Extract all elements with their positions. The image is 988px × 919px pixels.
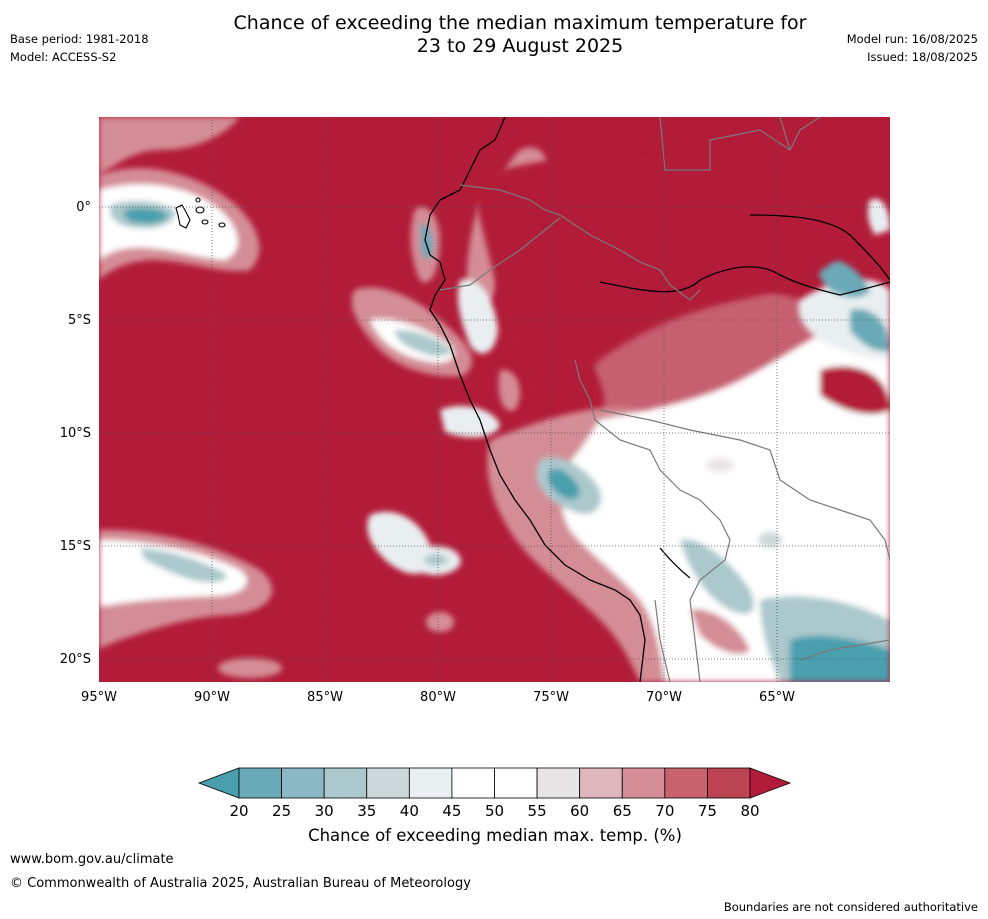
coastline-pacific [424,117,646,682]
lon-label: 70°W [646,690,682,705]
river-amazon [599,266,890,296]
colorbar-segment [281,767,325,799]
anomaly-blob [218,658,282,678]
map-title: Chance of exceeding the median maximum t… [170,12,870,58]
lon-label: 75°W [533,690,569,705]
river-amazon-north [749,214,890,281]
map-area [99,117,890,682]
lat-labels: 0° 5°S 10°S 15°S 20°S [60,200,91,667]
colorbar-tick-label: 40 [400,802,419,820]
colorbar-segment [323,767,368,799]
colorbar-tick-label: 50 [485,802,504,820]
lat-label: 15°S [60,539,91,554]
colorbar-segment [621,767,666,799]
colorbar-tick-label: 20 [229,802,248,820]
colorbar-extend-low [197,767,240,799]
colorbar-tick-label: 70 [655,802,674,820]
colorbar-tick-label: 75 [698,802,717,820]
lat-label: 0° [76,200,91,215]
meta-left: Base period: 1981-2018 Model: ACCESS-S2 [10,32,149,68]
base-period: Base period: 1981-2018 [10,32,149,46]
lon-label: 95°W [81,690,117,705]
colorbar-segment [707,767,751,799]
colorbar-segment [664,767,708,799]
lon-labels: 95°W 90°W 85°W 80°W 75°W 70°W 65°W [81,690,795,705]
colorbar-label: Chance of exceeding median max. temp. (%… [308,826,682,845]
lon-label: 90°W [194,690,230,705]
colorbar-tick-label: 45 [442,802,461,820]
title-line-2: 23 to 29 August 2025 [416,35,624,57]
colorbar-segment [366,767,410,799]
colorbar-tick-label: 60 [570,802,589,820]
model-name: Model: ACCESS-S2 [10,50,117,64]
anomaly-blob [426,612,454,632]
title-line-1: Chance of exceeding the median maximum t… [233,12,807,34]
colorbar-ticks: 20 25 30 35 40 45 50 55 60 65 70 75 80 [229,802,759,820]
colorbar-tick-label: 35 [357,802,376,820]
lon-label: 80°W [420,690,456,705]
colorbar-extend-high [749,767,792,799]
galapagos-islands [175,197,226,229]
southwest-anomaly [99,529,273,650]
colorbar-tick-label: 55 [528,802,547,820]
colorbar-tick-label: 65 [613,802,632,820]
lat-label: 10°S [60,426,91,441]
footer-note: Boundaries are not considered authoritat… [723,900,978,914]
footer-url: www.bom.gov.au/climate [10,852,174,867]
lon-label: 85°W [307,690,343,705]
meta-right: Model run: 16/08/2025 Issued: 18/08/2025 [847,32,978,68]
colorbar-segment [494,767,538,799]
anomaly-region [99,117,240,175]
lon-label: 65°W [759,690,795,705]
lat-label: 20°S [60,652,91,667]
offshore-anomaly [367,511,461,576]
lake-titicaca [659,547,691,579]
colorbar-segment [579,767,623,799]
national-borders [439,117,890,682]
interior-anomaly [487,198,890,682]
colorbar [197,767,792,799]
colorbar-segment [408,767,453,799]
colorbar-segment [536,767,581,799]
issued-date: Issued: 18/08/2025 [867,50,978,64]
colorbar-tick-label: 25 [272,802,291,820]
gridlines [99,117,890,682]
footer-copyright: © Commonwealth of Australia 2025, Austra… [10,876,471,891]
colorbar-tick-label: 80 [740,802,759,820]
model-run: Model run: 16/08/2025 [846,32,978,46]
colorbar-tick-label: 30 [315,802,334,820]
lat-label: 5°S [68,313,91,328]
colorbar-segment [238,767,282,799]
galapagos-anomaly [99,168,260,280]
colorbar-segment [451,767,495,799]
